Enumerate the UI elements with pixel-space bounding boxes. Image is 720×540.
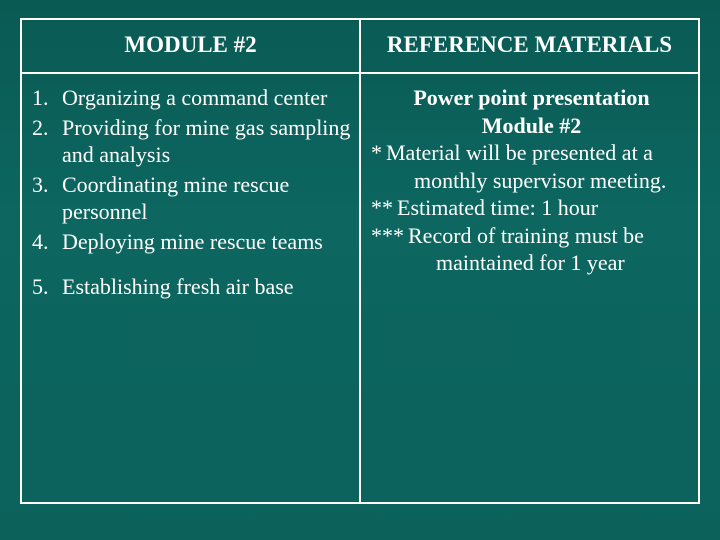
item-number: 1.: [32, 84, 62, 112]
note-mark: ***: [371, 222, 408, 277]
note-text: Estimated time: 1 hour: [397, 194, 692, 222]
note-mark: *: [371, 139, 386, 194]
note-text: Record of training must be maintained fo…: [408, 222, 692, 277]
item-text: Coordinating mine rescue personnel: [62, 171, 353, 226]
item-text: Providing for mine gas sampling and anal…: [62, 114, 353, 169]
note-line: * Material will be presented at a monthl…: [371, 139, 692, 194]
pp-title-line1: Power point presentation: [371, 84, 692, 112]
item-number: 3.: [32, 171, 62, 226]
module-list: 1. Organizing a command center 2. Provid…: [32, 84, 353, 255]
item-number: 5.: [32, 273, 62, 301]
module-table: MODULE #2 REFERENCE MATERIALS 1. Organiz…: [20, 18, 700, 504]
list-gap: [32, 257, 353, 273]
item-text: Organizing a command center: [62, 84, 353, 112]
left-cell: 1. Organizing a command center 2. Provid…: [21, 73, 360, 503]
note-line: *** Record of training must be maintaine…: [371, 222, 692, 277]
note-mark: **: [371, 194, 397, 222]
list-item: 3. Coordinating mine rescue personnel: [32, 171, 353, 226]
list-item: 5. Establishing fresh air base: [32, 273, 353, 301]
module-list-continued: 5. Establishing fresh air base: [32, 273, 353, 301]
header-left: MODULE #2: [21, 19, 360, 73]
list-item: 2. Providing for mine gas sampling and a…: [32, 114, 353, 169]
header-right: REFERENCE MATERIALS: [360, 19, 699, 73]
list-item: 4. Deploying mine rescue teams: [32, 228, 353, 256]
item-text: Deploying mine rescue teams: [62, 228, 353, 256]
item-number: 2.: [32, 114, 62, 169]
item-text: Establishing fresh air base: [62, 273, 353, 301]
pp-title-line2: Module #2: [371, 112, 692, 140]
right-cell: Power point presentation Module #2 * Mat…: [360, 73, 699, 503]
list-item: 1. Organizing a command center: [32, 84, 353, 112]
note-text: Material will be presented at a monthly …: [386, 139, 692, 194]
note-line: ** Estimated time: 1 hour: [371, 194, 692, 222]
item-number: 4.: [32, 228, 62, 256]
